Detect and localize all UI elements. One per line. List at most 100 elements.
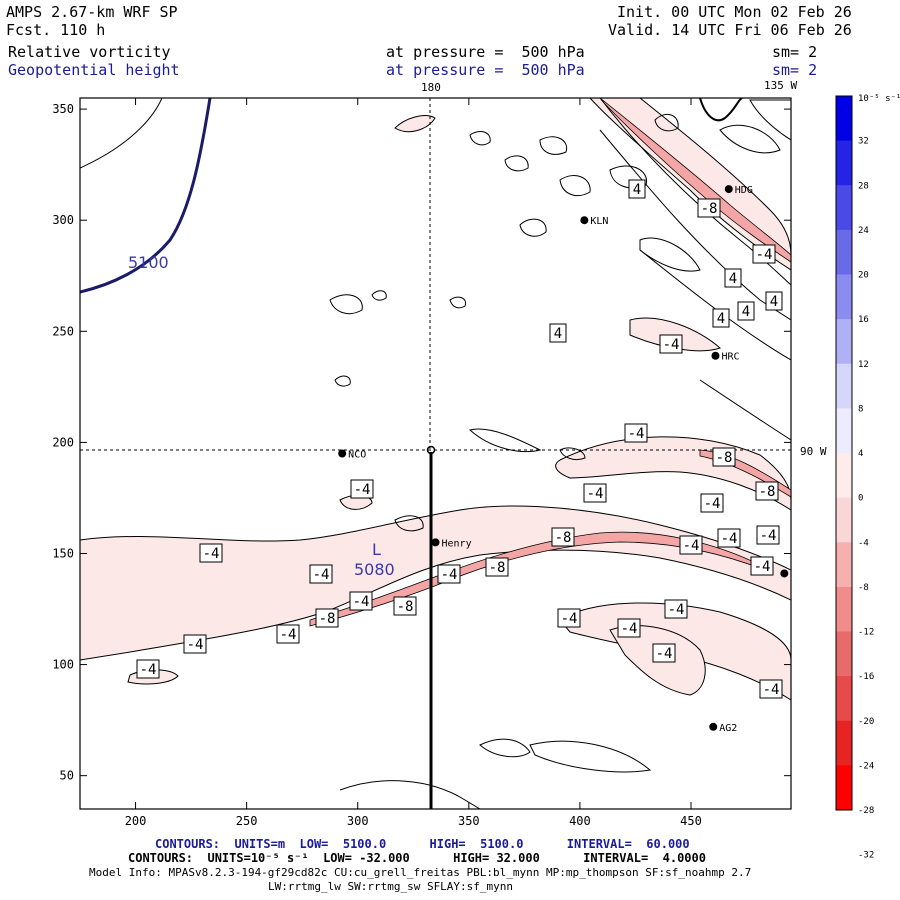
contour-label-box [437,564,461,584]
contour-label-text: 4 [742,304,750,320]
colorbar-units: 10⁻⁵ s⁻¹ [858,94,900,104]
contour-label-box [617,618,641,638]
station-label: Henry [442,538,472,549]
contour-label-text: 4 [729,271,737,287]
contour-label: -4 [557,608,581,628]
station-marker [580,216,589,225]
contour-label-text: -4 [313,567,330,583]
contour-label-box [276,624,300,644]
contour-label-box [759,679,783,699]
contour-label: -4 [583,483,607,503]
contour-label: -8 [485,557,509,577]
station-label: KLN [590,216,608,227]
contour-label-text: 4 [578,52,586,68]
colorbar-swatch [836,319,852,365]
x-tick-label: 450 [680,814,702,828]
contour-label-text: 4 [499,54,507,70]
contour-label-box [574,50,590,68]
contour-label-text: -4 [754,559,771,575]
contour-label-box [700,493,724,513]
colorbar-swatch [836,140,852,186]
contour-label: -8 [755,481,779,501]
contour-label-text: 4 [770,294,778,310]
contour-label-box [737,301,755,321]
colorbar-label: 20 [858,271,869,281]
right-lat-label: 90 W [800,445,827,458]
low-center-symbol: L [372,540,381,559]
contour-label-text: -4 [668,602,685,618]
contour-label: -4 [350,479,374,499]
contour-label-text: -8 [555,530,572,546]
contour-label-box [315,608,339,628]
colorbar-label: -32 [858,851,874,861]
contour-label-text: -4 [203,546,220,562]
valid-time: Valid. 14 UTC Fri 06 Feb 26 [608,21,852,39]
station-marker [431,538,440,547]
colorbar-frame [835,95,853,811]
contour-label-text: -8 [716,450,733,466]
contour-label-text: -4 [354,482,371,498]
y-tick-label: 150 [52,546,74,560]
contour-label: 4 [549,323,567,343]
height-contour-5100 [80,98,212,294]
colorbar-label: 4 [858,449,863,459]
contour-label-text: -8 [397,599,414,615]
contour-label-text: -4 [760,528,777,544]
station-label: HDG [735,185,753,196]
x-tick-label: 250 [236,814,258,828]
contour-label: -8 [393,596,417,616]
contour-label: -4 [437,564,461,584]
field2-smoothing: sm= 2 [772,61,818,79]
contour-label: -4 [624,423,648,443]
colorbar-label: -20 [858,717,874,727]
y-tick-label: 200 [52,435,74,449]
station-marker [724,185,733,194]
contour-label-box [724,268,742,288]
footer-height-contours: CONTOURS: UNITS=m LOW= 5100.0 HIGH= 5100… [155,837,690,851]
y-tick-label: 250 [52,324,74,338]
contour-label: 4 [350,35,366,53]
contour-label-box [712,447,736,467]
contour-label: -4 [679,535,703,555]
colorbar-label: 8 [858,404,863,414]
contour-label-text: -8 [759,484,776,500]
contour-label-box [712,308,730,328]
stations-layer: NCO Henry KLN HDG HRC AG2 [338,185,789,734]
footer-vorticity-contours: CONTOURS: UNITS=10⁻⁵ s⁻¹ LOW= -32.000 HI… [128,851,706,865]
contour-label: -4 [750,556,774,576]
colorbar-label: 16 [858,315,869,325]
station-marker [780,569,789,578]
contour-label-text: -4 [561,611,578,627]
colorbar-swatch [836,453,852,499]
contour-label: -8 [712,447,736,467]
top-lon-label: 180 [421,81,441,94]
field1-smoothing: sm= 2 [772,43,818,61]
contour-label-text: -4 [441,567,458,583]
contour-label-text: -4 [280,627,297,643]
footer-model-info: Model Info: MPASv8.2.3-194-gf29cd82c CU:… [89,866,752,879]
contour-label-text: -4 [763,682,780,698]
contour-label-box [697,198,721,218]
colorbar-label: -16 [858,672,874,682]
field1-name: Relative vorticity [8,43,171,61]
contour-label-text: -8 [701,201,718,217]
colorbar-swatch [836,274,852,320]
colorbar-swatch [836,586,852,632]
contour-label-box [350,35,366,53]
contour-label: -4 [199,543,223,563]
contour-label: -8 [551,527,575,547]
height-contour-label: 5100 [128,253,169,272]
contour-label-box [183,634,207,654]
contour-label-box [136,659,160,679]
contour-label-text: -4 [704,496,721,512]
contour-label-text: -8 [489,560,506,576]
contour-label-text: -4 [756,247,773,263]
contour-label: -4 [759,679,783,699]
contour-label-box [616,39,632,57]
field1-level: at pressure = 500 hPa [386,43,585,61]
y-axis-ticks: 50 100 150 200 250 300 350 [52,102,791,783]
footer-model-info-2: LW:rrtmg_lw SW:rrtmg_sw SFLAY:sf_mynn [268,880,514,893]
contour-label-text: 4 [554,326,562,342]
positive-vorticity-contours [80,98,652,809]
